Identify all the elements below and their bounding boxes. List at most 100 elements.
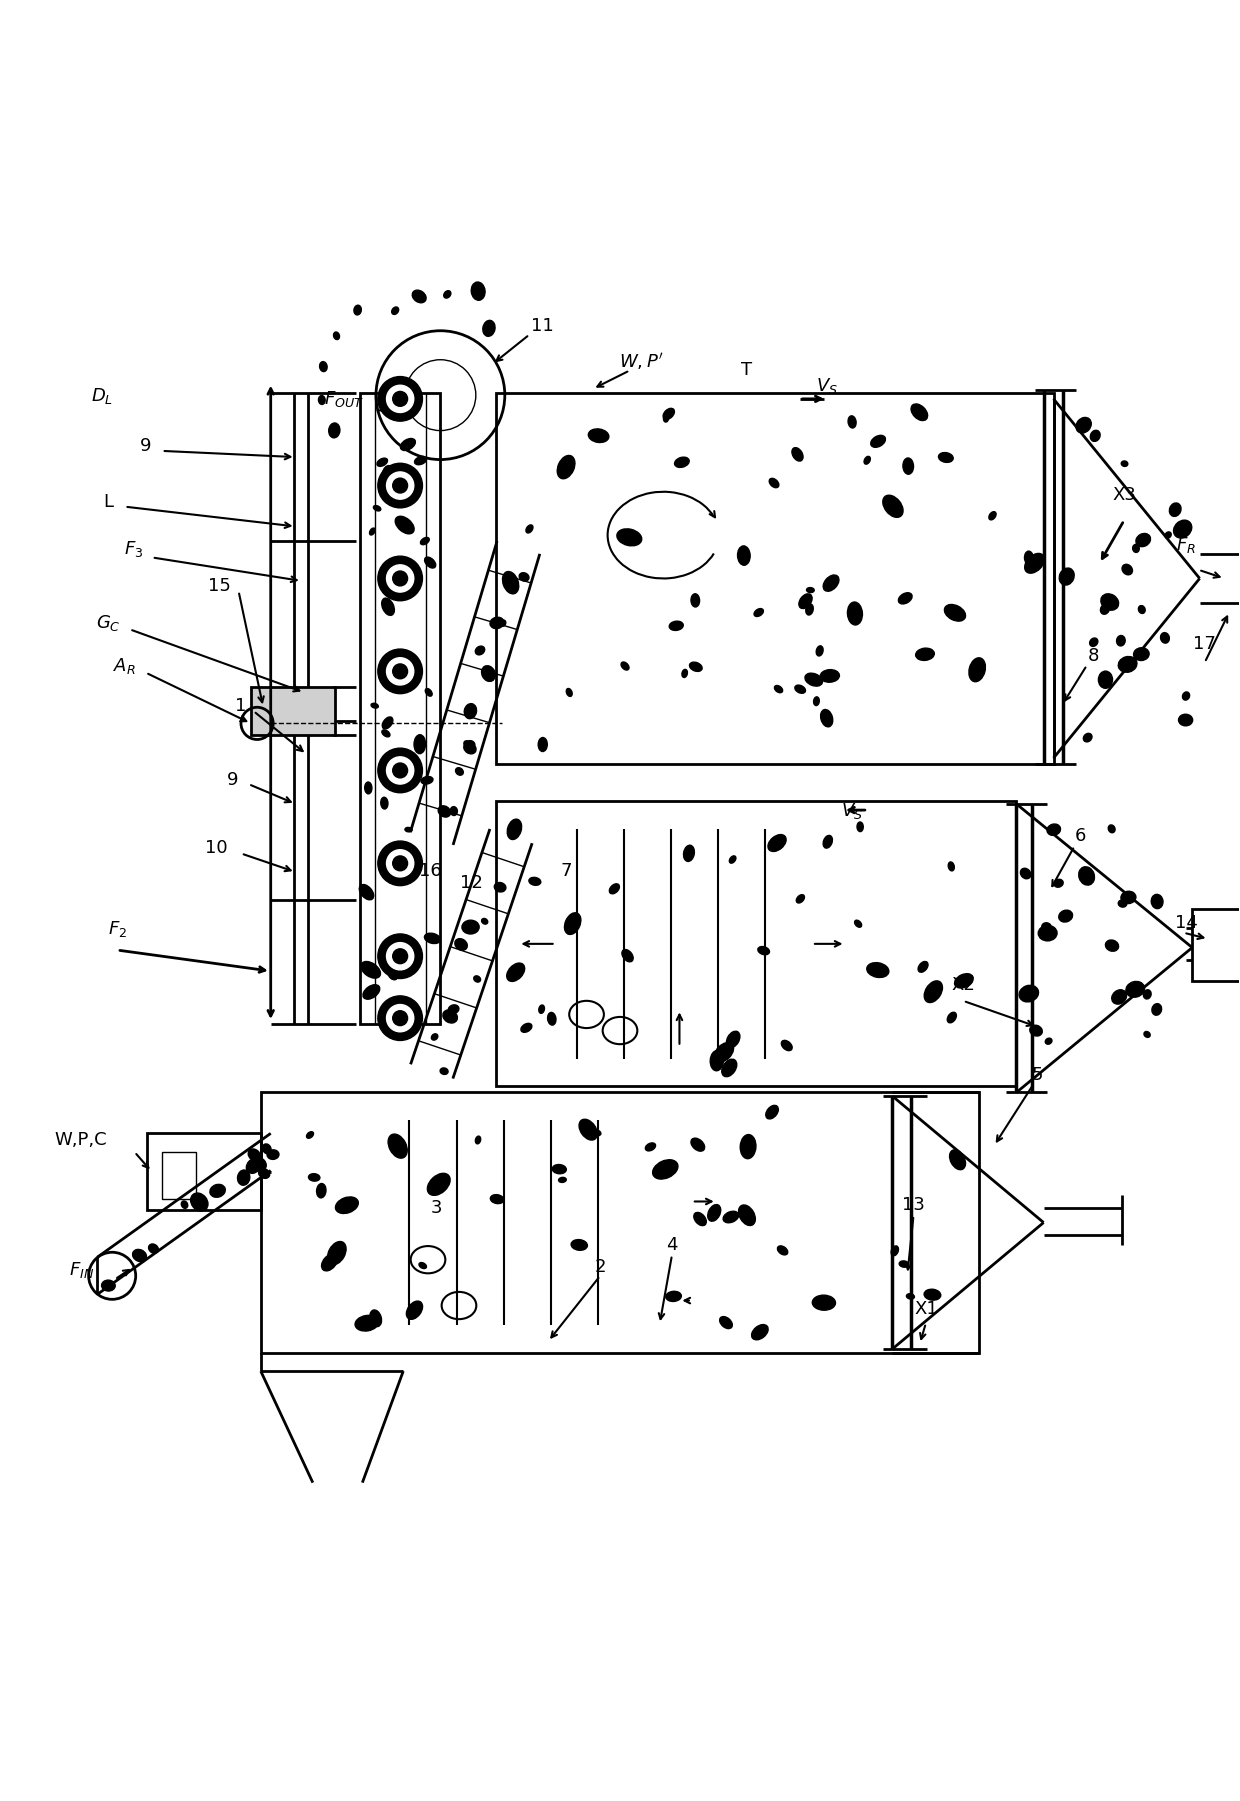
- Ellipse shape: [1152, 1003, 1162, 1016]
- Ellipse shape: [816, 647, 823, 656]
- Ellipse shape: [382, 729, 389, 737]
- Ellipse shape: [181, 1201, 187, 1208]
- Ellipse shape: [1099, 672, 1112, 688]
- Ellipse shape: [740, 1135, 756, 1158]
- Ellipse shape: [464, 740, 471, 747]
- Ellipse shape: [316, 1183, 326, 1198]
- Text: 4: 4: [666, 1235, 678, 1253]
- Ellipse shape: [370, 1309, 382, 1327]
- Ellipse shape: [847, 602, 863, 625]
- Ellipse shape: [708, 1205, 720, 1221]
- Ellipse shape: [381, 798, 388, 809]
- Ellipse shape: [738, 546, 750, 566]
- Text: 10: 10: [205, 839, 227, 857]
- Ellipse shape: [1042, 922, 1052, 931]
- Ellipse shape: [1090, 638, 1097, 647]
- Ellipse shape: [719, 1317, 733, 1329]
- Circle shape: [387, 385, 414, 412]
- Ellipse shape: [363, 985, 379, 1000]
- Circle shape: [393, 1010, 408, 1025]
- Text: $G_C$: $G_C$: [95, 612, 120, 632]
- Ellipse shape: [805, 674, 822, 686]
- Ellipse shape: [691, 1138, 704, 1151]
- Ellipse shape: [883, 495, 903, 517]
- Ellipse shape: [1126, 982, 1145, 998]
- Bar: [260, 1093, 980, 1353]
- Ellipse shape: [373, 506, 381, 511]
- Text: 6: 6: [1075, 827, 1086, 845]
- Ellipse shape: [949, 863, 955, 872]
- Ellipse shape: [867, 962, 889, 978]
- Text: $V_S$: $V_S$: [816, 376, 838, 396]
- Ellipse shape: [432, 1034, 438, 1041]
- Ellipse shape: [334, 331, 340, 340]
- Ellipse shape: [420, 537, 429, 544]
- Ellipse shape: [444, 290, 451, 299]
- Circle shape: [378, 376, 423, 421]
- Ellipse shape: [247, 1158, 260, 1172]
- Ellipse shape: [1079, 866, 1095, 884]
- Ellipse shape: [906, 1293, 914, 1299]
- Ellipse shape: [812, 1295, 836, 1309]
- Ellipse shape: [526, 524, 533, 533]
- Ellipse shape: [482, 321, 495, 337]
- Circle shape: [378, 557, 423, 602]
- Ellipse shape: [529, 877, 541, 886]
- Text: 1: 1: [236, 697, 247, 715]
- Circle shape: [387, 566, 414, 593]
- Ellipse shape: [263, 1144, 272, 1154]
- Circle shape: [378, 996, 423, 1041]
- Ellipse shape: [1183, 692, 1189, 701]
- Ellipse shape: [1161, 632, 1169, 643]
- Bar: [146, 1133, 260, 1210]
- Ellipse shape: [455, 938, 467, 951]
- Ellipse shape: [388, 1135, 407, 1158]
- Ellipse shape: [360, 884, 373, 900]
- Ellipse shape: [1169, 502, 1180, 517]
- Ellipse shape: [848, 416, 856, 429]
- Ellipse shape: [1054, 879, 1063, 888]
- Text: 12: 12: [460, 873, 482, 891]
- Circle shape: [387, 850, 414, 877]
- Circle shape: [387, 756, 414, 783]
- Ellipse shape: [1109, 825, 1115, 832]
- Ellipse shape: [552, 1165, 567, 1174]
- Ellipse shape: [689, 663, 702, 672]
- Ellipse shape: [327, 1241, 346, 1264]
- Ellipse shape: [428, 1172, 450, 1196]
- Ellipse shape: [412, 290, 427, 303]
- Ellipse shape: [799, 594, 812, 609]
- Text: 11: 11: [531, 317, 553, 335]
- Ellipse shape: [754, 609, 764, 616]
- Ellipse shape: [663, 409, 675, 420]
- Ellipse shape: [1143, 991, 1151, 1000]
- Ellipse shape: [135, 1250, 144, 1257]
- Ellipse shape: [319, 396, 325, 405]
- Ellipse shape: [675, 457, 689, 468]
- Ellipse shape: [1133, 648, 1149, 661]
- Ellipse shape: [382, 466, 393, 483]
- Circle shape: [393, 764, 408, 778]
- Ellipse shape: [567, 688, 572, 697]
- Ellipse shape: [1021, 868, 1030, 879]
- Circle shape: [393, 665, 408, 679]
- Ellipse shape: [238, 1171, 249, 1185]
- Ellipse shape: [854, 920, 862, 928]
- Ellipse shape: [259, 1169, 269, 1178]
- Ellipse shape: [564, 913, 580, 935]
- Circle shape: [387, 942, 414, 971]
- Ellipse shape: [382, 717, 393, 729]
- Ellipse shape: [191, 1192, 208, 1210]
- Ellipse shape: [387, 566, 401, 585]
- Circle shape: [393, 855, 408, 870]
- Ellipse shape: [1019, 985, 1039, 1001]
- Ellipse shape: [377, 457, 388, 466]
- Text: $F_2$: $F_2$: [108, 919, 126, 938]
- Ellipse shape: [407, 1300, 423, 1320]
- Ellipse shape: [438, 805, 450, 818]
- Ellipse shape: [401, 438, 415, 450]
- Ellipse shape: [1076, 418, 1091, 432]
- Circle shape: [387, 472, 414, 499]
- Ellipse shape: [548, 1012, 556, 1025]
- Ellipse shape: [723, 1212, 739, 1223]
